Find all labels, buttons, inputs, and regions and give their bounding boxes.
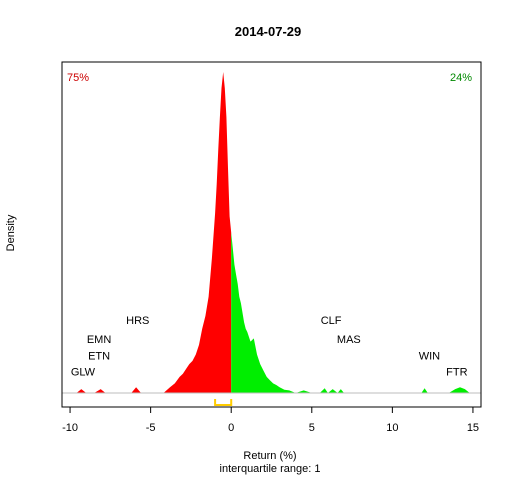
x-tick-label: 0 <box>228 422 234 434</box>
plot-frame <box>61 61 482 408</box>
x-axis: -10 -5 0 5 10 15 <box>62 407 479 434</box>
chart-title: 2014-07-29 <box>235 24 302 39</box>
iqr-bracket <box>214 399 233 406</box>
ticker-label: WIN <box>419 350 440 362</box>
ticker-label: CLF <box>321 315 342 327</box>
ticker-label: ETN <box>88 350 110 362</box>
positive-share-label: 24% <box>450 72 472 84</box>
ticker-label: HRS <box>126 315 149 327</box>
ticker-label: EMN <box>87 334 112 346</box>
ticker-label: FTR <box>446 366 467 378</box>
negative-density-area <box>62 72 232 393</box>
ticker-label: GLW <box>71 366 96 378</box>
x-tick-label: 15 <box>467 422 479 434</box>
negative-share-label: 75% <box>67 72 89 84</box>
ticker-annotations: GLW EMN ETN HRS CLF MAS WIN FTR <box>71 315 468 378</box>
ticker-label: MAS <box>337 334 361 346</box>
plot-area <box>62 72 481 406</box>
x-tick-label: -10 <box>62 422 78 434</box>
x-tick-label: -5 <box>146 422 156 434</box>
x-tick-label: 10 <box>386 422 398 434</box>
x-tick-label: 5 <box>309 422 315 434</box>
x-axis-sublabel: interquartile range: 1 <box>220 463 321 475</box>
x-axis-label: Return (%) <box>243 450 296 462</box>
positive-density-area <box>231 232 481 393</box>
y-axis-label: Density <box>5 214 17 251</box>
